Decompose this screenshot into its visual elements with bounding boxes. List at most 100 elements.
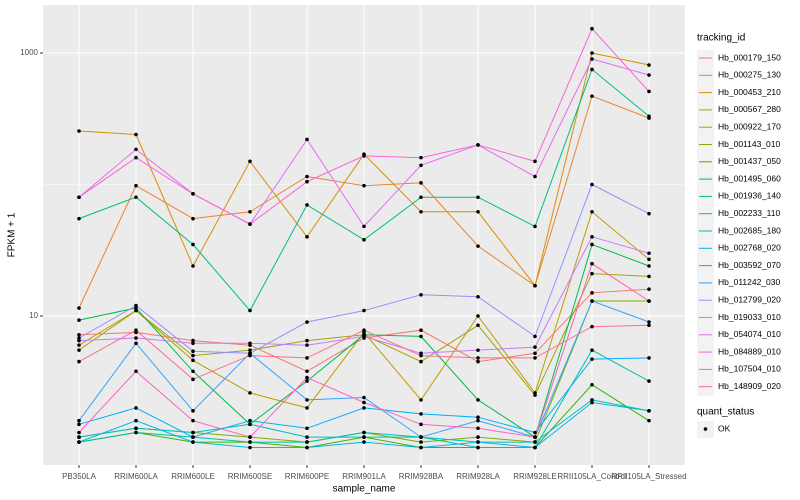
data-point [248, 422, 252, 427]
data-point [362, 435, 366, 439]
data-point [248, 440, 252, 444]
x-tick-label: RRIM600LE [171, 472, 215, 481]
data-point [476, 415, 480, 419]
data-point [419, 195, 423, 200]
data-point [191, 242, 195, 247]
data-point [134, 195, 138, 200]
data-point [476, 359, 480, 364]
data-point [476, 356, 480, 360]
data-point [248, 159, 252, 164]
legend-label: Hb_000922_170 [718, 121, 781, 131]
data-point [362, 395, 366, 400]
data-point [419, 292, 423, 297]
data-point [134, 303, 138, 308]
data-point [419, 359, 423, 364]
data-point [191, 409, 195, 413]
legend-label: Hb_019033_010 [718, 312, 781, 322]
data-point [647, 287, 651, 291]
data-point [77, 418, 81, 423]
data-point [134, 308, 138, 313]
data-point [590, 357, 594, 361]
data-point [590, 398, 594, 402]
data-point [362, 328, 366, 332]
data-point [77, 129, 81, 133]
data-point [476, 398, 480, 402]
data-point [362, 237, 366, 242]
data-point [419, 353, 423, 358]
data-point [248, 391, 252, 395]
data-point [77, 430, 81, 435]
data-point [305, 137, 309, 142]
data-point [77, 422, 81, 427]
data-point [647, 418, 651, 423]
data-point [191, 338, 195, 343]
data-point [590, 348, 594, 352]
x-tick-label: RRIM600PE [285, 472, 329, 481]
data-point [647, 409, 651, 413]
data-point [533, 345, 537, 349]
legend-label: Hb_107504_010 [718, 364, 781, 374]
data-point [305, 435, 309, 439]
data-point [647, 264, 651, 268]
data-point [590, 400, 594, 405]
data-point [305, 174, 309, 179]
data-point [533, 174, 537, 179]
legend-label: Hb_011242_030 [718, 277, 781, 287]
data-point [134, 147, 138, 152]
data-point [305, 179, 309, 184]
data-point [77, 359, 81, 364]
data-point [533, 351, 537, 356]
data-point [476, 314, 480, 318]
data-point [77, 332, 81, 337]
data-point [134, 336, 138, 340]
data-point [647, 299, 651, 303]
data-point [590, 57, 594, 61]
data-point [533, 283, 537, 288]
data-point [419, 422, 423, 427]
x-tick-label: RRII105LA_Stressed [611, 472, 686, 481]
data-point [590, 182, 594, 187]
data-point [533, 224, 537, 229]
data-point [476, 445, 480, 450]
data-point [362, 183, 366, 188]
data-point [590, 210, 594, 214]
data-point [362, 224, 366, 229]
legend-label: Hb_003592_070 [718, 260, 781, 270]
x-tick-label: RRIM928LA [456, 472, 500, 481]
data-point [248, 341, 252, 346]
data-point [191, 349, 195, 353]
data-point [191, 377, 195, 382]
data-point [362, 154, 366, 158]
data-point [77, 338, 81, 343]
legend-swatch [703, 427, 708, 431]
data-point [419, 440, 423, 444]
data-point [362, 440, 366, 444]
data-point [77, 343, 81, 347]
data-point [77, 435, 81, 439]
data-point [647, 89, 651, 94]
legend-label: Hb_001437_050 [718, 156, 781, 166]
data-point [134, 426, 138, 431]
data-point [134, 155, 138, 160]
data-point [362, 430, 366, 435]
data-point [248, 222, 252, 226]
legend-label: Hb_001495_060 [718, 173, 781, 183]
data-point [248, 445, 252, 450]
data-point [476, 210, 480, 214]
legend-label: Hb_001143_010 [718, 139, 781, 149]
data-point [77, 348, 81, 352]
data-point [476, 435, 480, 439]
legend-label: Hb_054074_010 [718, 329, 781, 339]
x-tick-label: RRII105LA_Control [557, 472, 627, 481]
data-point [305, 445, 309, 450]
data-point [647, 114, 651, 119]
data-point [647, 73, 651, 77]
data-point [77, 306, 81, 310]
data-point [191, 435, 195, 439]
data-point [248, 348, 252, 352]
legend-title: tracking_id [697, 33, 745, 44]
data-point [77, 318, 81, 322]
x-tick-label: RRIM600LA [114, 472, 158, 481]
data-point [533, 430, 537, 435]
